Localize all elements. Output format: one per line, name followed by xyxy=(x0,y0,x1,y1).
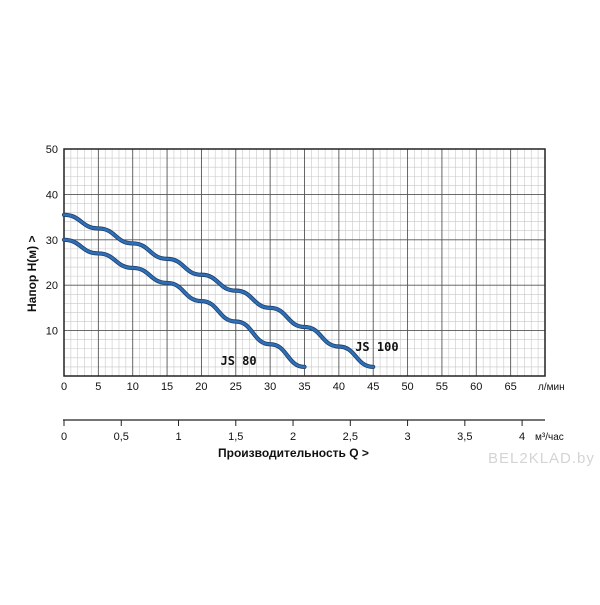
series-js-100-line xyxy=(62,213,375,369)
x-tick-label: 20 xyxy=(195,381,207,393)
x-tick-label: 65 xyxy=(505,381,517,393)
secondary-tick-label: 0,5 xyxy=(114,431,129,443)
secondary-axis-unit: м³/час xyxy=(535,432,564,443)
secondary-tick-label: 1 xyxy=(175,431,181,443)
secondary-tick-label: 3,5 xyxy=(457,431,472,443)
x-axis-unit: л/мин xyxy=(538,382,565,393)
x-tick-label: 15 xyxy=(161,381,173,393)
secondary-tick-label: 4 xyxy=(519,431,525,443)
y-tick-label: 50 xyxy=(46,144,58,156)
y-tick-label: 10 xyxy=(46,326,58,338)
x-tick-label: 25 xyxy=(230,381,242,393)
series-js-80-line xyxy=(62,238,306,369)
y-tick-label: 20 xyxy=(46,280,58,292)
secondary-tick-label: 0 xyxy=(61,431,67,443)
x-tick-label: 55 xyxy=(436,381,448,393)
y-tick-label: 40 xyxy=(46,189,58,201)
y-axis-title: Напор H(м) > xyxy=(25,236,39,312)
x-tick-label: 0 xyxy=(61,381,67,393)
x-tick-label: 50 xyxy=(401,381,413,393)
x-tick-label: 35 xyxy=(298,381,310,393)
x-tick-label: 45 xyxy=(367,381,379,393)
secondary-tick-label: 2,5 xyxy=(343,431,358,443)
x-tick-label: 5 xyxy=(95,381,101,393)
series-js-100-label: JS 100 xyxy=(355,340,398,354)
watermark: BEL2KLAD.by xyxy=(488,450,595,467)
series-js-100-outline xyxy=(61,212,376,370)
secondary-tick-label: 3 xyxy=(405,431,411,443)
labels-layer: 10 20 30 40 50 0 5 10 15 20 25 30 35 40 45 50 55 60 65 0 0,5… xyxy=(46,144,525,443)
secondary-tick-label: 2 xyxy=(290,431,296,443)
x-tick-label: 60 xyxy=(470,381,482,393)
series-js-80-label: JS 80 xyxy=(221,354,257,368)
y-tick-label: 30 xyxy=(46,235,58,247)
secondary-tick-label: 1,5 xyxy=(228,431,243,443)
plot-frame xyxy=(63,148,546,377)
x-tick-label: 30 xyxy=(264,381,276,393)
series-layer xyxy=(61,212,376,370)
x-tick-label: 10 xyxy=(127,381,139,393)
x-axis-title: Производительность Q > xyxy=(218,446,369,460)
major-grid xyxy=(63,148,546,377)
x-tick-label: 40 xyxy=(333,381,345,393)
